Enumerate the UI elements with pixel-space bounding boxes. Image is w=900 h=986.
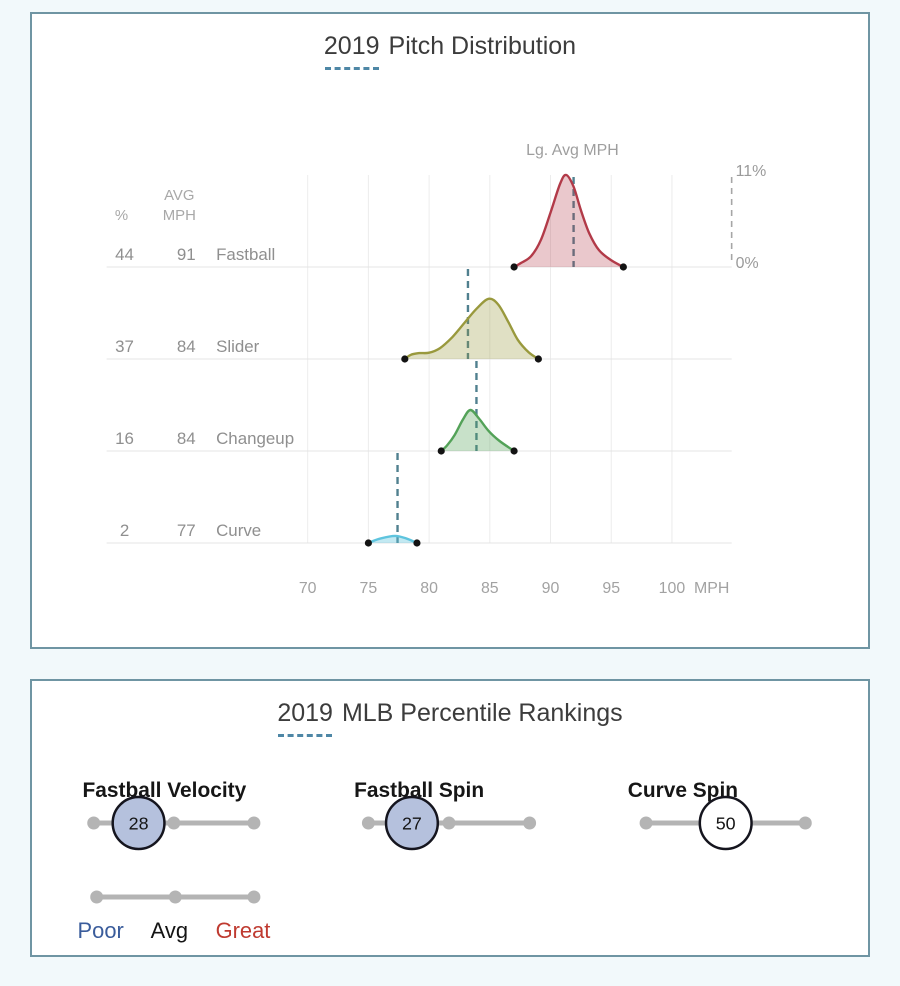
pitch-avg-mph: 84: [177, 337, 196, 356]
x-axis-unit: MPH: [694, 580, 729, 597]
x-tick-label: 85: [481, 580, 499, 597]
legend-label-poor: Poor: [78, 918, 124, 943]
percentile-sliders: Fastball Velocity 28 Fastball Spin 27 Curve …: [83, 779, 812, 851]
density-fill: [514, 174, 624, 267]
slider-track-dot: [523, 816, 537, 830]
pitch-usage-pct: 37: [115, 337, 134, 356]
legend-dot-middle: [168, 890, 182, 904]
col-header-avg-line2: MPH: [163, 207, 196, 224]
legend-dot-right: [247, 890, 261, 904]
x-tick-label: 70: [299, 580, 317, 597]
title-year: 2019: [277, 699, 333, 737]
x-axis-ticks: 70 75 80 85 90 95 100: [299, 580, 686, 597]
percentile-value-circle[interactable]: [384, 795, 440, 851]
title-text: MLB Percentile Rankings: [341, 699, 623, 727]
percentile-slider-fastball-spin: Fastball Spin 27: [354, 779, 537, 851]
slider-track-dot: [639, 816, 653, 830]
density-endpoint-dot: [510, 263, 518, 271]
pitch-row-changeup: 16 84 Changeup: [106, 361, 732, 455]
density-endpoint-dot: [364, 539, 372, 547]
density-endpoint-dot: [619, 263, 627, 271]
percentile-slider-curve-spin: Curve Spin 50: [628, 779, 812, 851]
percentile-value: 50: [716, 813, 736, 833]
percentile-value: 27: [402, 813, 422, 833]
percentile-rankings-chart: Fastball Velocity 28 Fastball Spin 27 Curve …: [78, 779, 812, 943]
col-header-pct: %: [115, 207, 128, 224]
pitch-row-curve: 2 77 Curve: [106, 453, 732, 547]
slider-track-dot: [87, 816, 101, 830]
density-fill: [368, 535, 417, 543]
league-avg-label: Lg. Avg MPH: [526, 142, 619, 159]
x-tick-label: 95: [602, 580, 620, 597]
density-curve: [513, 173, 624, 269]
pitch-avg-mph: 84: [177, 429, 196, 448]
percentile-value: 28: [129, 813, 149, 833]
percentile-value-circle[interactable]: [111, 795, 166, 851]
pitch-row-fastball: 44 91 Fastball: [106, 173, 732, 271]
legend: Poor Avg Great: [78, 890, 271, 943]
density-endpoint-dot: [437, 447, 445, 455]
x-tick-label: 80: [420, 580, 438, 597]
col-header-avg-line1: AVG: [164, 187, 194, 204]
pitch-avg-mph: 91: [177, 245, 196, 264]
density-fill: [441, 409, 515, 451]
pitch-name: Slider: [216, 337, 260, 356]
pitch-row-slider: 37 84 Slider: [106, 269, 732, 363]
legend-dot-left: [90, 890, 104, 904]
pitch-usage-pct: 44: [115, 245, 134, 264]
percentile-slider-fastball-velocity: Fastball Velocity 28: [83, 779, 261, 851]
density-curve: [440, 408, 515, 452]
slider-track-dot: [167, 816, 181, 830]
y-scale-top: 11%: [736, 163, 767, 180]
distribution-rows: 44 91 Fastball 37 84 Slider 16 84 Changeup 2 77 Cur…: [106, 173, 732, 547]
density-curve: [367, 534, 418, 545]
slider-track-dot: [442, 816, 456, 830]
slider-label: Curve Spin: [628, 779, 738, 802]
pitch-distribution-title: 2019 Pitch Distribution: [32, 32, 868, 70]
slider-track-dot: [798, 816, 812, 830]
pitch-usage-pct: 2: [120, 521, 129, 540]
percentile-value-circle[interactable]: [698, 795, 753, 851]
title-text: Pitch Distribution: [388, 32, 577, 60]
density-endpoint-dot: [401, 355, 409, 363]
density-endpoint-dot: [534, 355, 542, 363]
pitch-name: Fastball: [216, 245, 275, 264]
legend-label-great: Great: [216, 918, 271, 943]
density-endpoint-dot: [510, 447, 518, 455]
y-scale-bottom: 0%: [736, 255, 759, 272]
slider-track-dot: [247, 816, 261, 830]
pitch-distribution-card: 2019 Pitch Distribution 44 91 Fastball 37 84 S…: [30, 12, 870, 649]
pitch-name: Changeup: [216, 429, 294, 448]
x-tick-label: 75: [360, 580, 378, 597]
density-fill: [404, 298, 539, 359]
pitch-name: Curve: [216, 521, 261, 540]
x-tick-label: 90: [542, 580, 560, 597]
slider-label: Fastball Velocity: [83, 779, 247, 802]
x-tick-label: 100: [659, 580, 686, 597]
slider-label: Fastball Spin: [354, 779, 484, 802]
density-endpoint-dot: [413, 539, 421, 547]
slider-track-dot: [361, 816, 375, 830]
pitch-distribution-chart: 44 91 Fastball 37 84 Slider 16 84 Changeup 2 77 Cur…: [106, 142, 767, 597]
percentile-rankings-title: 2019 MLB Percentile Rankings: [32, 699, 868, 737]
pitch-avg-mph: 77: [177, 521, 196, 540]
title-year: 2019: [323, 32, 380, 70]
pitch-usage-pct: 16: [115, 429, 134, 448]
legend-label-avg: Avg: [151, 918, 188, 943]
percentile-rankings-card: 2019 MLB Percentile Rankings Fastball Vel…: [30, 679, 870, 957]
density-curve: [404, 297, 540, 361]
